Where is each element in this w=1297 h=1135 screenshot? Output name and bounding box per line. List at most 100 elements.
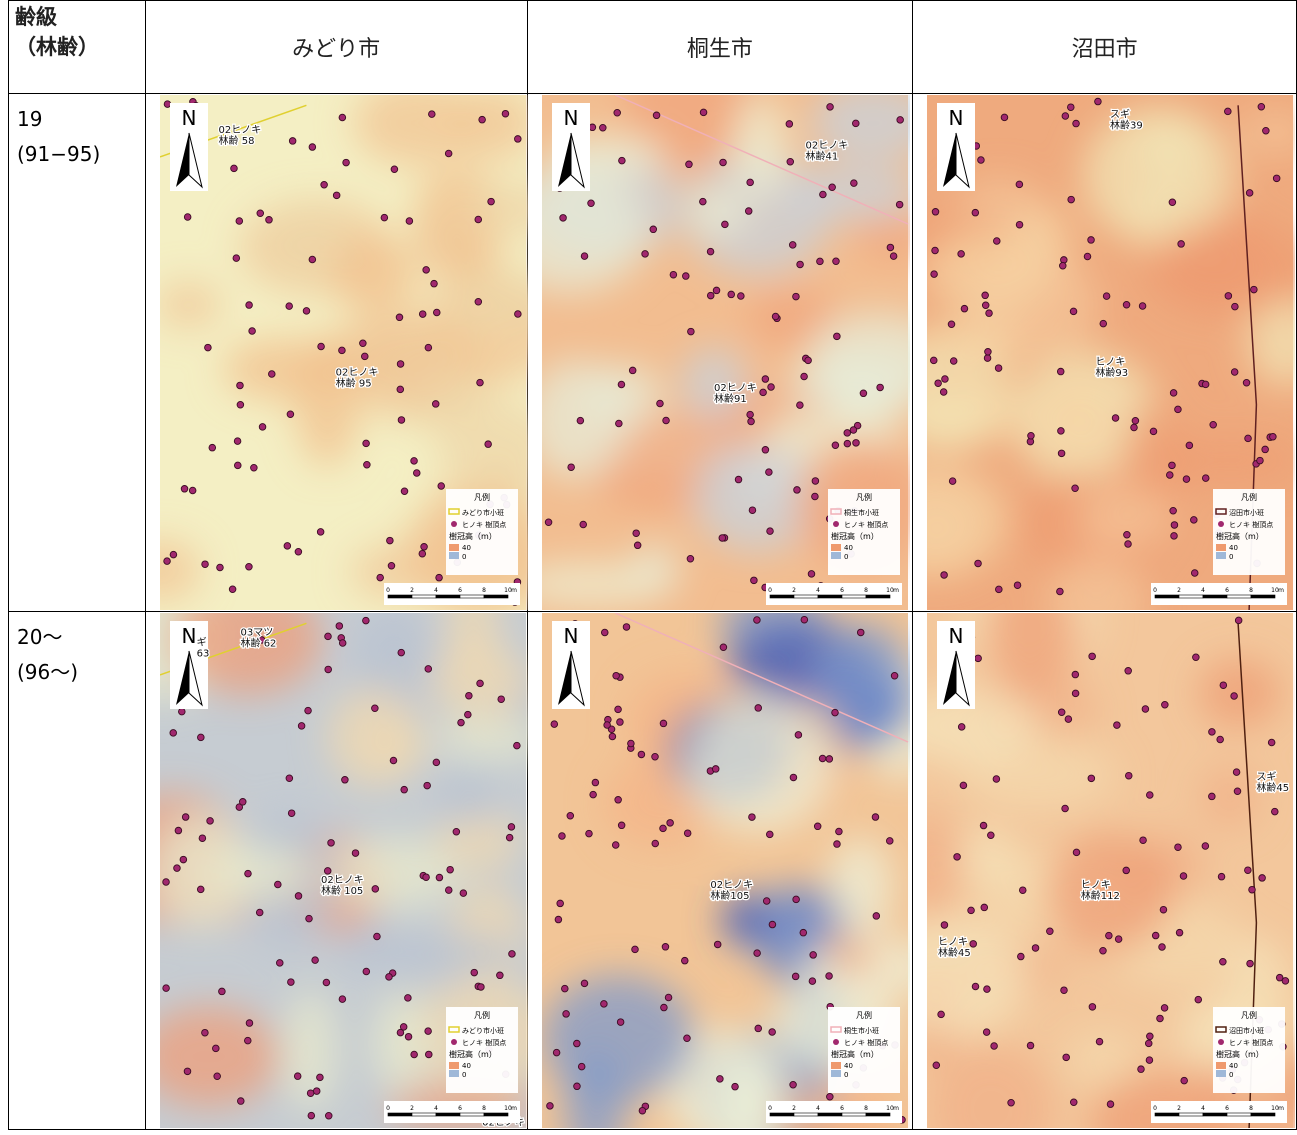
legend-item: 樹冠高（m） (831, 531, 879, 541)
legend-ramp (1216, 552, 1227, 559)
scale-label: m (1278, 587, 1284, 594)
tree-top (1152, 931, 1160, 940)
stand-label: 林齢 58 (218, 134, 254, 147)
height-blob (680, 347, 747, 420)
tree-top (1185, 441, 1194, 450)
tree-top (626, 739, 635, 748)
tree-top (561, 1010, 570, 1018)
tree-top (795, 401, 804, 409)
height-blob (825, 837, 894, 937)
tree-top (940, 921, 949, 929)
tree-top (513, 135, 522, 143)
tree-top (980, 821, 988, 830)
tree-top (405, 217, 413, 225)
tree-top (931, 246, 940, 255)
tree-top (283, 542, 291, 550)
tree-top (1233, 787, 1242, 795)
header-cell: 桐生市 (526, 0, 914, 94)
tree-top (1149, 427, 1158, 436)
tree-top (984, 354, 992, 362)
map-texture (541, 95, 910, 608)
scale-bg (765, 583, 902, 605)
map-cell: N スギ 林齢45 ヒノキ 林齢112 ヒノキ 林齢45 凡例 沼田市小班 ヒノキ 樹頂点 樹冠高（… (912, 611, 1297, 1130)
tree-top (580, 979, 588, 988)
tree-top (418, 310, 427, 318)
tree-top (1027, 432, 1035, 440)
tree-top (658, 824, 667, 833)
stand-label: 林齢41 (805, 149, 838, 162)
legend-ramp (830, 1062, 841, 1069)
tree-top (617, 156, 626, 165)
stand-label: スギ (1110, 108, 1130, 120)
height-blob (294, 334, 360, 468)
tree-top (243, 1036, 252, 1045)
tree-top (640, 250, 649, 258)
tree-top (1000, 113, 1009, 122)
tree-top (324, 1111, 333, 1120)
height-blob (927, 810, 966, 923)
tree-top (294, 547, 302, 556)
legend-item: ヒノキ 樹頂点 (844, 1038, 888, 1047)
tree-top (308, 255, 316, 264)
tree-top (875, 383, 884, 392)
tree-top (1146, 1032, 1154, 1041)
scale-label: 4 (1201, 1105, 1205, 1112)
tree-top (650, 753, 659, 761)
north-arrow (188, 650, 203, 707)
tree-top (255, 908, 264, 917)
north-arrow (557, 133, 571, 187)
tree-top (338, 639, 347, 647)
tree-top (361, 616, 370, 625)
height-blob (1047, 555, 1147, 610)
scale-seg (1178, 1112, 1204, 1117)
tree-top (949, 477, 957, 485)
scale-label: m (893, 1105, 899, 1112)
tree-top (602, 721, 611, 729)
tree-top (851, 119, 860, 128)
tree-top (340, 776, 349, 784)
scale-seg (483, 1112, 509, 1117)
scale-seg (793, 594, 818, 599)
tree-top (1170, 521, 1179, 529)
tree-top (505, 833, 514, 842)
tree-top (358, 339, 367, 347)
legend-swatch (829, 508, 842, 515)
height-blob (159, 281, 222, 329)
tree-top (1219, 957, 1227, 966)
height-blob (263, 200, 354, 283)
scale-seg (1178, 594, 1204, 599)
tree-top (1219, 681, 1228, 689)
tree-top (1058, 449, 1066, 458)
tree-top (1059, 261, 1067, 270)
tree-top (275, 959, 284, 967)
tree-top (1281, 977, 1290, 985)
tree-top (332, 191, 341, 200)
tree-top (1243, 379, 1251, 387)
class-cell: 20～ (96～) (8, 611, 146, 1130)
tree-top (572, 1039, 581, 1048)
scale-seg (435, 1112, 461, 1117)
scale-label: 6 (1225, 587, 1229, 594)
height-blob (159, 814, 251, 929)
tree-top (362, 439, 370, 448)
scale-seg (1250, 1112, 1276, 1117)
legend-item: 樹冠高（m） (831, 1049, 879, 1059)
tree-top (788, 241, 797, 249)
tree-top (162, 984, 170, 992)
tree-top (232, 254, 240, 262)
tree-top (385, 973, 393, 981)
north-label: N (563, 624, 578, 648)
scale-label: m (511, 1105, 517, 1112)
scale-seg (769, 594, 794, 599)
scale-seg (483, 594, 509, 599)
tree-top (163, 557, 171, 565)
legend-swatch (1218, 521, 1225, 527)
tree-top (1087, 774, 1096, 783)
tree-top (174, 826, 182, 835)
tree-top (335, 622, 343, 630)
tree-top (1016, 220, 1024, 229)
scale-label: 0 (1153, 587, 1157, 594)
scale-seg (769, 1112, 794, 1117)
map-cell: N 02ヒノキ 林齢 58 02ヒノキ 林齢 95 凡例 みどり市小班 ヒノキ 樹頂点 樹冠高（… (144, 93, 528, 612)
tree-top (400, 487, 409, 496)
